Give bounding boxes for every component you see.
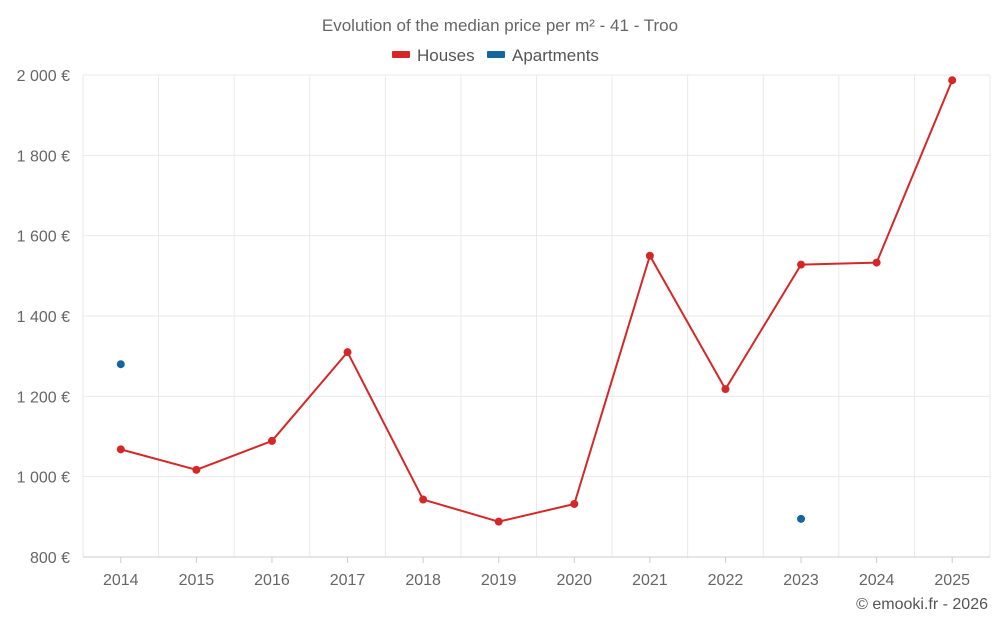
data-point-houses-2019[interactable] xyxy=(494,517,503,526)
data-point-houses-2021[interactable] xyxy=(645,251,654,260)
series-line-houses xyxy=(120,79,954,523)
x-tick-label: 2016 xyxy=(254,572,290,589)
x-tick-label: 2024 xyxy=(859,572,895,589)
x-tick-label: 2015 xyxy=(179,572,215,589)
x-tick-label: 2022 xyxy=(708,572,744,589)
x-tick-label: 2021 xyxy=(632,572,668,589)
data-point-houses-2015[interactable] xyxy=(192,465,201,474)
data-point-apartments-2023[interactable] xyxy=(797,514,806,523)
data-point-apartments-2014[interactable] xyxy=(116,360,125,369)
data-point-houses-2014[interactable] xyxy=(116,445,125,454)
axes: 800 € 1 000 € 1 200 € 1 400 € 1 600 € 1 800 €… xyxy=(17,68,990,589)
data-point-houses-2023[interactable] xyxy=(797,260,806,269)
y-tick-label: 1 000 € xyxy=(17,470,70,487)
data-point-houses-2022[interactable] xyxy=(721,385,730,394)
data-point-houses-2018[interactable] xyxy=(419,495,428,504)
legend-swatch-houses xyxy=(392,51,410,58)
y-tick-label: 1 800 € xyxy=(17,148,70,165)
y-tick-label: 1 200 € xyxy=(17,389,70,406)
x-tick-label: 2020 xyxy=(556,572,592,589)
data-point-houses-2025[interactable] xyxy=(948,76,957,85)
series xyxy=(116,76,957,526)
legend-swatch-apartments xyxy=(487,51,505,58)
data-point-houses-2020[interactable] xyxy=(570,499,579,508)
copyright-credit: © emooki.fr - 2026 xyxy=(856,596,988,613)
legend: Houses Apartments xyxy=(392,46,599,65)
legend-label-apartments: Apartments xyxy=(512,46,599,65)
data-point-houses-2024[interactable] xyxy=(872,258,881,267)
series-apartments xyxy=(116,360,806,523)
chart-title: Evolution of the median price per m² - 4… xyxy=(322,16,678,35)
legend-label-houses: Houses xyxy=(417,46,475,65)
y-tick-label: 1 400 € xyxy=(17,309,70,326)
x-tick-label: 2014 xyxy=(103,572,139,589)
x-tick-label: 2023 xyxy=(783,572,819,589)
grid xyxy=(82,74,991,557)
legend-item-houses[interactable]: Houses xyxy=(392,46,475,65)
series-houses xyxy=(116,76,957,526)
y-tick-label: 2 000 € xyxy=(17,68,70,85)
data-point-houses-2016[interactable] xyxy=(267,436,276,445)
legend-item-apartments[interactable]: Apartments xyxy=(487,46,599,65)
x-tick-label: 2018 xyxy=(405,572,441,589)
x-tick-label: 2025 xyxy=(934,572,970,589)
y-tick-label: 1 600 € xyxy=(17,229,70,246)
x-tick-label: 2019 xyxy=(481,572,517,589)
x-tick-label: 2017 xyxy=(330,572,366,589)
y-tick-label: 800 € xyxy=(30,550,70,567)
data-point-houses-2017[interactable] xyxy=(343,348,352,357)
